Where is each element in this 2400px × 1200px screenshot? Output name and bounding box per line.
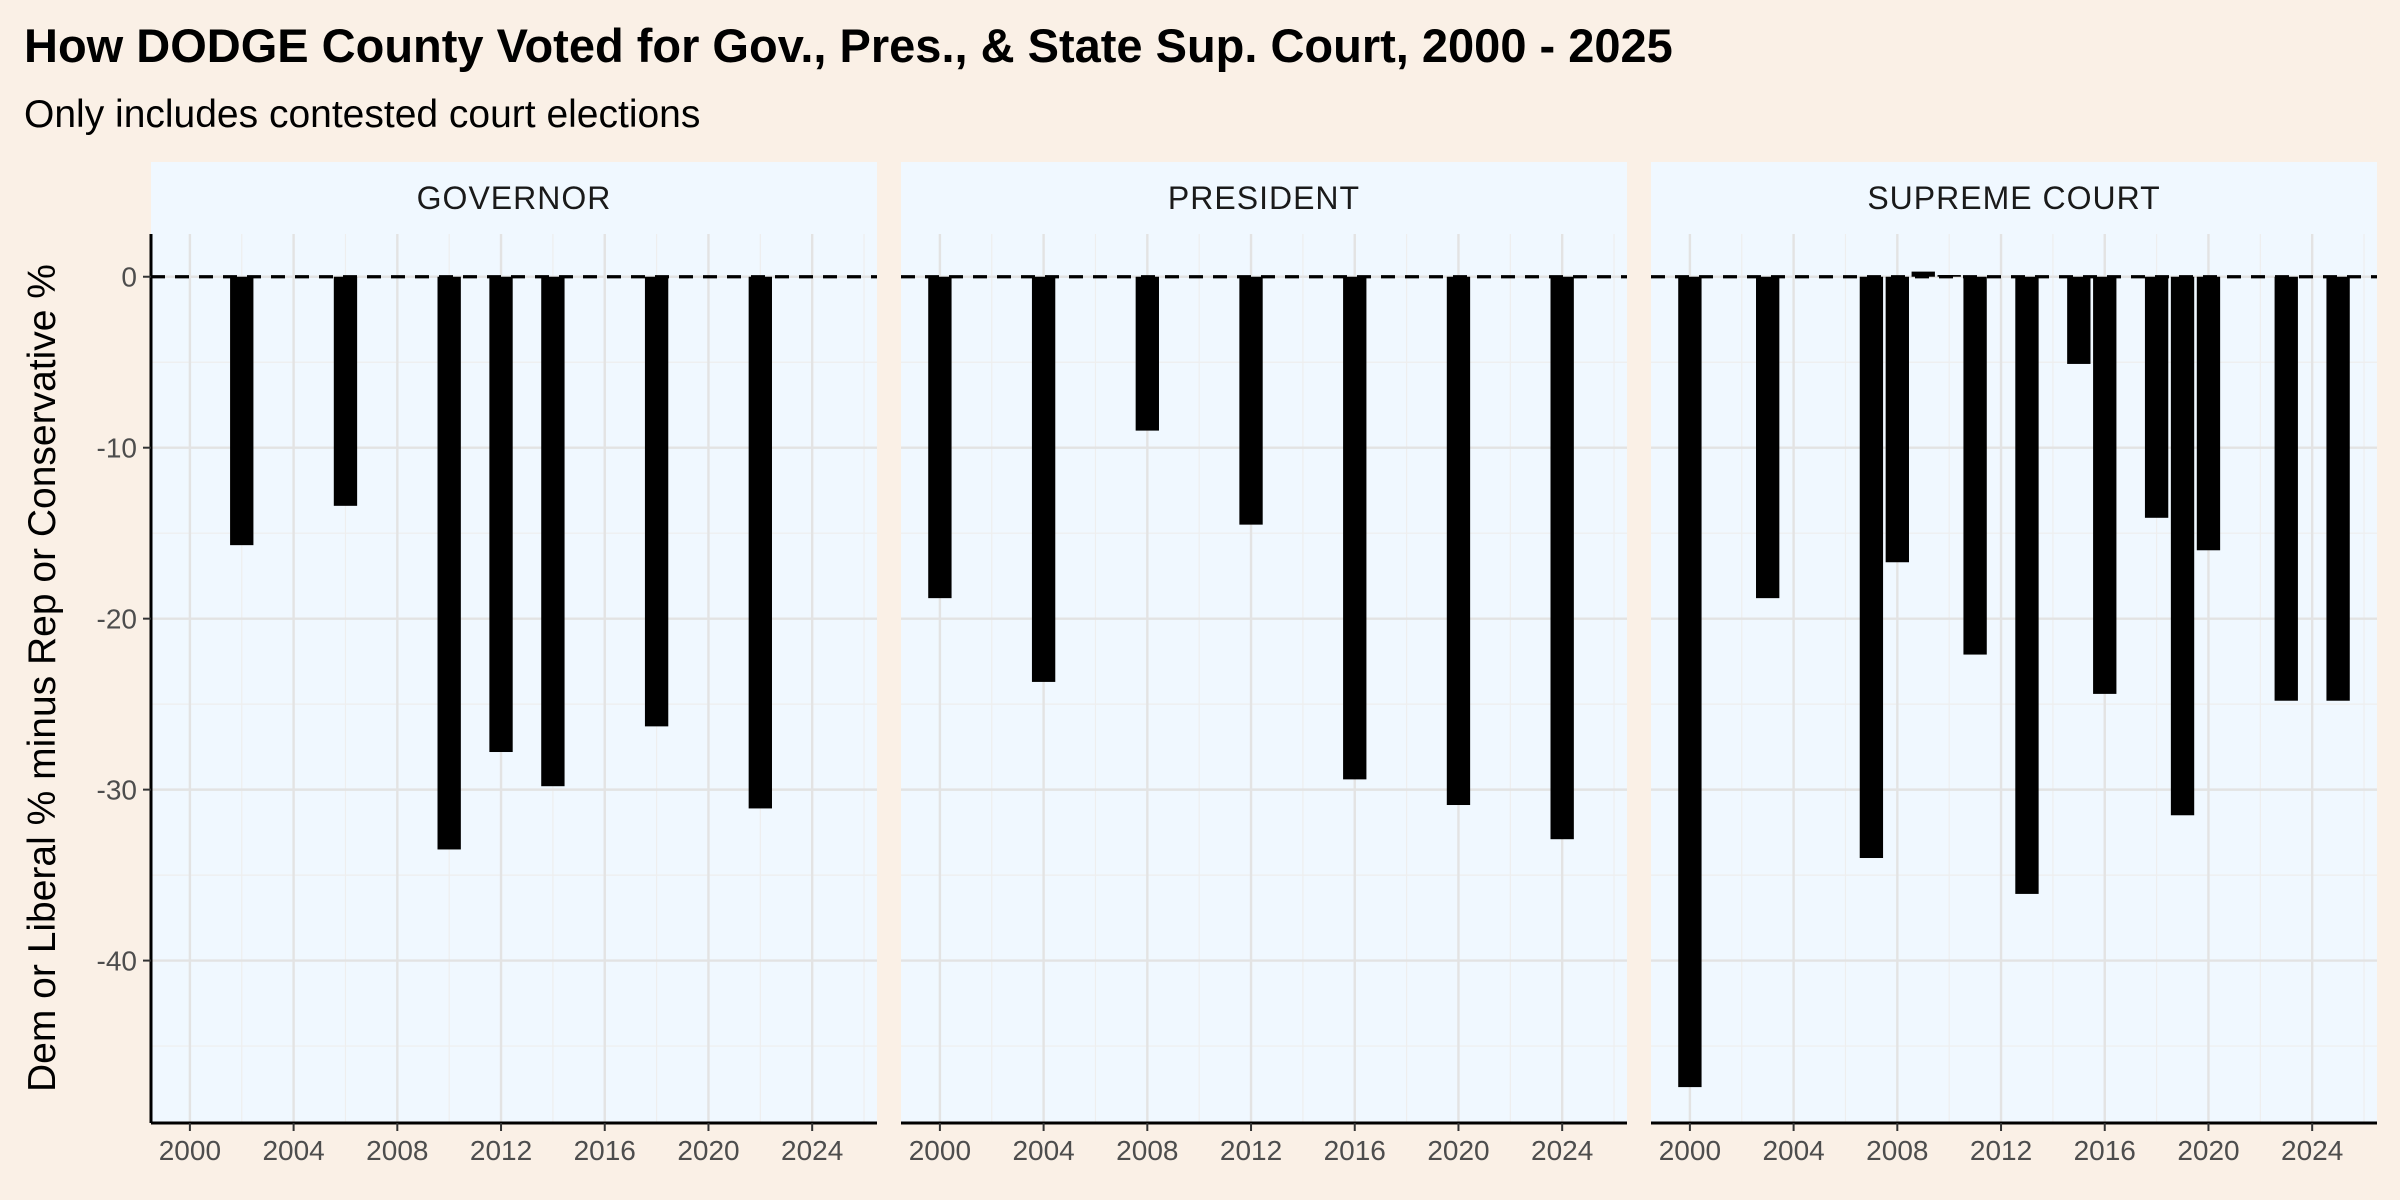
x-tick-label: 2000	[159, 1135, 221, 1166]
facet-panel: GOVERNOR 2000 2004 2008 2012 2016 2020 2024 0 -10…	[97, 162, 877, 1166]
facet-strip-label: SUPREME COURT	[1867, 180, 2160, 216]
bar	[2093, 276, 2117, 694]
strip-background	[901, 162, 1627, 234]
bar	[928, 276, 952, 599]
chart-title: How DODGE County Voted for Gov., Pres., …	[24, 19, 1673, 72]
x-tick-label: 2004	[262, 1135, 324, 1166]
bar	[1031, 276, 1056, 682]
x-tick-label: 2012	[1970, 1135, 2032, 1166]
x-tick-label: 2004	[1762, 1135, 1824, 1166]
bar	[2170, 276, 2195, 816]
chart-subtitle: Only includes contested court elections	[24, 93, 700, 136]
bar	[644, 276, 669, 727]
panel-background	[901, 234, 1627, 1123]
x-tick-label: 2000	[1659, 1135, 1721, 1166]
bar	[230, 276, 254, 546]
bar	[1859, 276, 1884, 859]
x-tick-label: 2020	[2177, 1135, 2239, 1166]
x-tick-label: 2012	[1220, 1135, 1282, 1166]
x-tick-label: 2024	[1531, 1135, 1593, 1166]
x-tick-label: 2008	[1866, 1135, 1928, 1166]
bar	[1885, 276, 1909, 563]
x-tick-label: 2024	[781, 1135, 843, 1166]
x-tick-label: 2004	[1012, 1135, 1074, 1166]
bar	[1678, 276, 1702, 1088]
bar	[1135, 276, 1159, 431]
facet-strip-label: GOVERNOR	[417, 180, 612, 216]
bar	[1343, 276, 1367, 780]
bar	[541, 276, 565, 787]
bar	[1963, 276, 1987, 655]
bar	[489, 276, 513, 753]
bar	[2015, 276, 2039, 894]
bar	[1239, 276, 1263, 525]
bar	[2144, 276, 2169, 518]
x-tick-label: 2016	[574, 1135, 636, 1166]
facet-panel: SUPREME COURT 2000 2004 2008 2012 2016 2020 202…	[1651, 162, 2377, 1166]
bar	[333, 276, 358, 506]
strip-background	[151, 162, 877, 234]
y-tick-label: -30	[97, 775, 137, 806]
bar	[1756, 276, 1780, 599]
y-tick-label: -20	[97, 604, 137, 635]
facets-layer: GOVERNOR 2000 2004 2008 2012 2016 2020 2024 0 -10…	[97, 162, 2377, 1166]
bar	[2274, 276, 2298, 701]
y-axis-label: Dem or Liberal % minus Rep or Conservati…	[21, 264, 64, 1092]
x-tick-label: 2020	[1427, 1135, 1489, 1166]
strip-background	[1651, 162, 2377, 234]
y-tick-label: -10	[97, 433, 137, 464]
bar	[1446, 276, 1471, 806]
bar	[1911, 271, 1935, 277]
facet-panel: PRESIDENT 2000 2004 2008 2012 2016 2020 2024	[901, 162, 1627, 1166]
x-tick-label: 2000	[909, 1135, 971, 1166]
bar	[1550, 276, 1574, 840]
x-tick-label: 2008	[1116, 1135, 1178, 1166]
x-tick-label: 2020	[677, 1135, 739, 1166]
y-tick-label: -40	[97, 946, 137, 977]
bar	[2067, 276, 2091, 364]
x-tick-label: 2012	[470, 1135, 532, 1166]
facet-strip-label: PRESIDENT	[1168, 180, 1360, 216]
x-tick-label: 2016	[2074, 1135, 2136, 1166]
y-tick-label: 0	[121, 262, 137, 293]
bar	[2326, 276, 2350, 701]
bar	[2196, 276, 2221, 551]
bar	[748, 276, 772, 809]
bar	[437, 276, 461, 850]
x-tick-label: 2024	[2281, 1135, 2343, 1166]
x-tick-label: 2008	[366, 1135, 428, 1166]
x-tick-label: 2016	[1324, 1135, 1386, 1166]
